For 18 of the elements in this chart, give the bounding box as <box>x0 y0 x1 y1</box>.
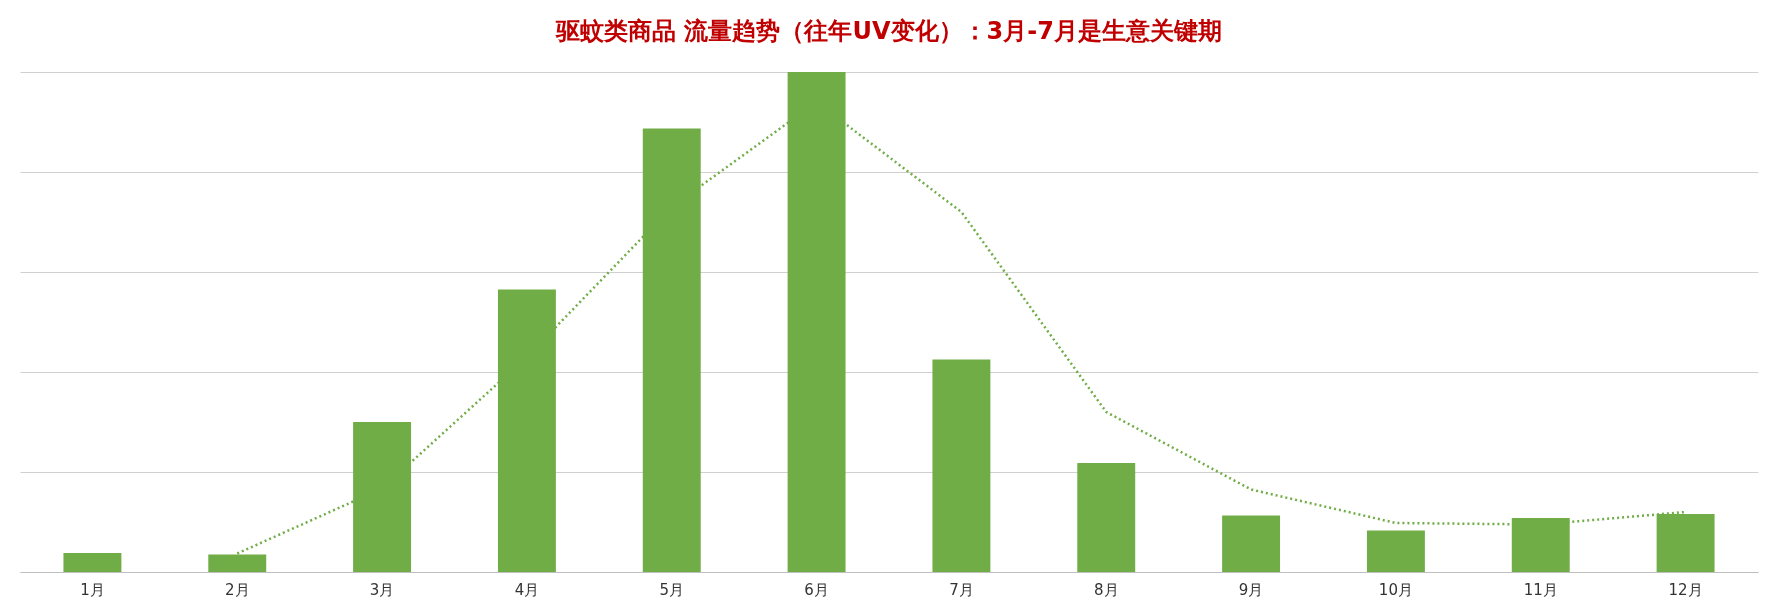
bar <box>1366 530 1425 572</box>
bar <box>1222 515 1281 572</box>
x-tick-label: 3月 <box>369 580 395 599</box>
bar <box>63 553 122 572</box>
x-tick-label: 4月 <box>514 580 540 599</box>
x-tick-label: 5月 <box>659 580 685 599</box>
x-tick-label: 6月 <box>804 580 829 599</box>
x-tick-label: 8月 <box>1093 580 1119 599</box>
x-tick-label: 12月 <box>1668 580 1703 599</box>
x-tick-label: 11月 <box>1523 580 1558 599</box>
x-tick-label: 7月 <box>949 580 974 599</box>
chart-title: 驱蚊类商品 流量趋势（往年UV变化）：3月-7月是生意关键期 <box>555 17 1222 45</box>
bar <box>1077 463 1136 572</box>
bar <box>932 359 991 572</box>
x-tick-label: 1月 <box>80 580 105 599</box>
x-tick-label: 9月 <box>1238 580 1264 599</box>
x-tick-label: 2月 <box>224 580 250 599</box>
x-tick-label: 10月 <box>1378 580 1413 599</box>
